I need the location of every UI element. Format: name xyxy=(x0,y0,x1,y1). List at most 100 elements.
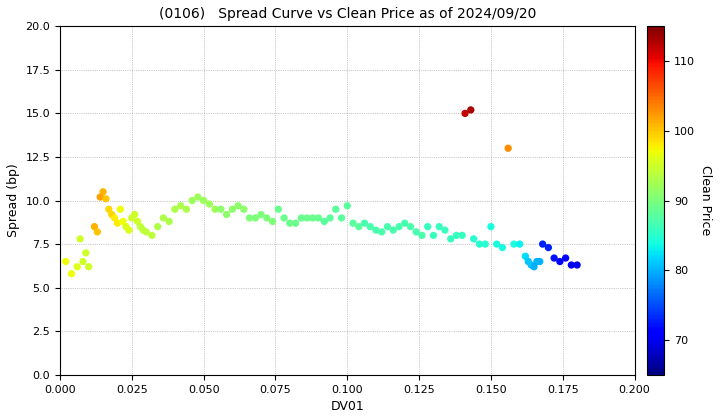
Y-axis label: Spread (bp): Spread (bp) xyxy=(7,164,20,237)
Point xyxy=(531,258,543,265)
Point xyxy=(256,211,267,218)
Point xyxy=(210,206,221,213)
Point xyxy=(138,227,149,234)
Point xyxy=(66,270,77,277)
Point xyxy=(376,228,387,235)
Point xyxy=(284,220,296,226)
Point xyxy=(192,194,204,200)
Point xyxy=(370,227,382,234)
Point xyxy=(158,215,169,221)
Point xyxy=(80,249,91,256)
Point xyxy=(534,258,546,265)
Point xyxy=(103,206,114,213)
Point xyxy=(416,232,428,239)
Point xyxy=(480,241,491,247)
Point xyxy=(353,223,364,230)
Point xyxy=(117,218,129,225)
Point xyxy=(181,206,192,213)
Point xyxy=(336,215,347,221)
Point xyxy=(273,206,284,213)
Point xyxy=(359,220,370,226)
X-axis label: DV01: DV01 xyxy=(330,400,364,413)
Point xyxy=(129,211,140,218)
Point xyxy=(126,215,138,221)
Point xyxy=(330,206,341,213)
Point xyxy=(227,206,238,213)
Point xyxy=(114,206,126,213)
Title: (0106)   Spread Curve vs Clean Price as of 2024/09/20: (0106) Spread Curve vs Clean Price as of… xyxy=(158,7,536,21)
Point xyxy=(267,218,279,225)
Point xyxy=(405,223,416,230)
Point xyxy=(497,244,508,251)
Point xyxy=(445,236,456,242)
Point xyxy=(433,223,445,230)
Point xyxy=(94,194,106,200)
Point xyxy=(451,232,462,239)
Point xyxy=(560,255,572,261)
Point xyxy=(347,220,359,226)
Point xyxy=(301,215,312,221)
Point xyxy=(175,202,186,209)
Point xyxy=(364,223,376,230)
Point xyxy=(324,215,336,221)
Point xyxy=(91,228,103,235)
Point xyxy=(307,215,318,221)
Point xyxy=(106,211,117,218)
Point xyxy=(71,263,83,270)
Point xyxy=(474,241,485,247)
Point xyxy=(221,211,233,218)
Point xyxy=(238,206,250,213)
Point xyxy=(514,241,526,247)
Y-axis label: Clean Price: Clean Price xyxy=(698,165,711,236)
Point xyxy=(198,197,210,204)
Point xyxy=(387,227,399,234)
Point xyxy=(554,258,566,265)
Point xyxy=(520,253,531,260)
Point xyxy=(279,215,290,221)
Point xyxy=(528,263,540,270)
Point xyxy=(393,223,405,230)
Point xyxy=(250,215,261,221)
Point xyxy=(89,223,100,230)
Point xyxy=(465,107,477,113)
Point xyxy=(233,202,244,209)
Point xyxy=(152,223,163,230)
Point xyxy=(74,236,86,242)
Point xyxy=(572,262,583,268)
Point xyxy=(537,241,549,247)
Point xyxy=(503,145,514,152)
Point xyxy=(459,110,471,117)
Point xyxy=(456,232,468,239)
Point xyxy=(566,262,577,268)
Point xyxy=(382,223,393,230)
Point xyxy=(468,236,480,242)
Point xyxy=(341,202,353,209)
Point xyxy=(526,262,537,268)
Point xyxy=(399,220,410,226)
Point xyxy=(261,215,273,221)
Point xyxy=(422,223,433,230)
Point xyxy=(215,206,227,213)
Point xyxy=(186,197,198,204)
Point xyxy=(244,215,256,221)
Point xyxy=(428,232,439,239)
Point xyxy=(410,228,422,235)
Point xyxy=(491,241,503,247)
Point xyxy=(289,220,301,226)
Point xyxy=(120,223,132,230)
Point xyxy=(112,220,123,226)
Point xyxy=(169,206,181,213)
Point xyxy=(135,223,146,230)
Point xyxy=(146,232,158,239)
Point xyxy=(132,218,143,225)
Point xyxy=(60,258,71,265)
Point xyxy=(100,195,112,202)
Point xyxy=(109,215,120,221)
Point xyxy=(523,258,534,265)
Point xyxy=(204,201,215,207)
Point xyxy=(543,244,554,251)
Point xyxy=(123,227,135,234)
Point xyxy=(295,215,307,221)
Point xyxy=(77,258,89,265)
Point xyxy=(163,218,175,225)
